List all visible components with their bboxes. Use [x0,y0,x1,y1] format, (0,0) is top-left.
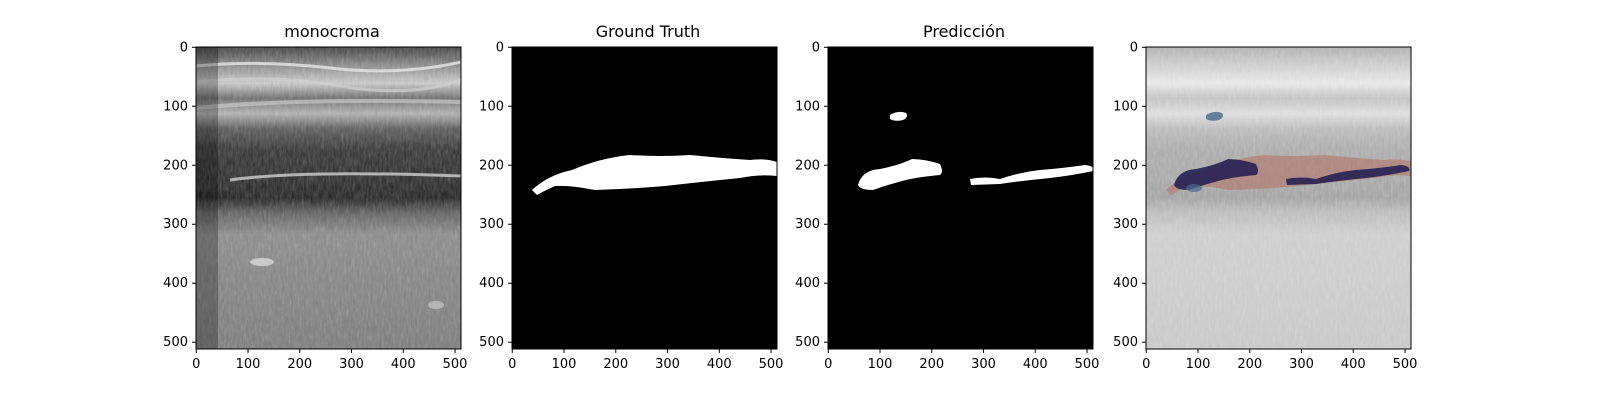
panel-title-prediccion: Predicción [922,22,1005,41]
x-tick-label: 300 [971,357,996,372]
panel-title-ground-truth: Ground Truth [595,22,701,41]
x-tick-label: 200 [287,357,312,372]
y-tick-label: 200 [1113,158,1138,173]
y-tick-label: 0 [812,40,820,55]
x-tick-label: 0 [824,357,832,372]
x-tick-label: 200 [603,357,628,372]
y-tick-label: 500 [795,335,820,350]
y-tick-label: 500 [163,335,188,350]
overlay-image [1146,47,1411,349]
y-tick-label: 500 [1113,335,1138,350]
y-tick-label: 200 [163,158,188,173]
x-tick-label: 0 [1142,357,1150,372]
y-tick-label: 400 [795,276,820,291]
x-tick-label: 300 [655,357,680,372]
y-tick-label: 300 [163,217,188,232]
x-tick-label: 500 [443,357,468,372]
y-tick-label: 200 [479,158,504,173]
y-tick-label: 100 [1113,99,1138,114]
y-tick-label: 400 [479,276,504,291]
axes-frame-prediccion [827,46,1094,350]
x-tick-label: 100 [552,357,577,372]
prediction-mask [828,47,1094,349]
x-tick-label: 500 [1393,357,1418,372]
y-tick-label: 100 [163,99,188,114]
y-tick-label: 0 [496,40,504,55]
x-tick-label: 200 [919,357,944,372]
x-tick-label: 0 [508,357,516,372]
x-tick-label: 400 [1341,357,1366,372]
y-tick-label: 300 [795,217,820,232]
ground-truth-mask [512,47,777,349]
y-tick-label: 100 [479,99,504,114]
x-tick-label: 100 [868,357,893,372]
y-tick-label: 100 [795,99,820,114]
axes-frame-ground_truth [511,46,778,350]
ultrasound-image [196,47,461,349]
y-tick-label: 400 [163,276,188,291]
x-tick-label: 100 [1186,357,1211,372]
x-tick-label: 100 [236,357,261,372]
x-tick-label: 500 [1075,357,1100,372]
axes-frame-monocroma [195,46,462,350]
x-tick-label: 500 [759,357,784,372]
y-tick-label: 500 [479,335,504,350]
x-tick-label: 400 [391,357,416,372]
y-tick-label: 0 [180,40,188,55]
y-tick-label: 200 [795,158,820,173]
x-tick-label: 400 [707,357,732,372]
x-tick-label: 300 [1289,357,1314,372]
panel-title-monocroma: monocroma [284,22,380,41]
x-tick-label: 200 [1237,357,1262,372]
y-tick-label: 300 [479,217,504,232]
y-tick-label: 0 [1130,40,1138,55]
x-tick-label: 300 [339,357,364,372]
x-tick-label: 0 [192,357,200,372]
y-tick-label: 300 [1113,217,1138,232]
y-tick-label: 400 [1113,276,1138,291]
axes-frame-overlay [1145,46,1412,350]
x-tick-label: 400 [1023,357,1048,372]
